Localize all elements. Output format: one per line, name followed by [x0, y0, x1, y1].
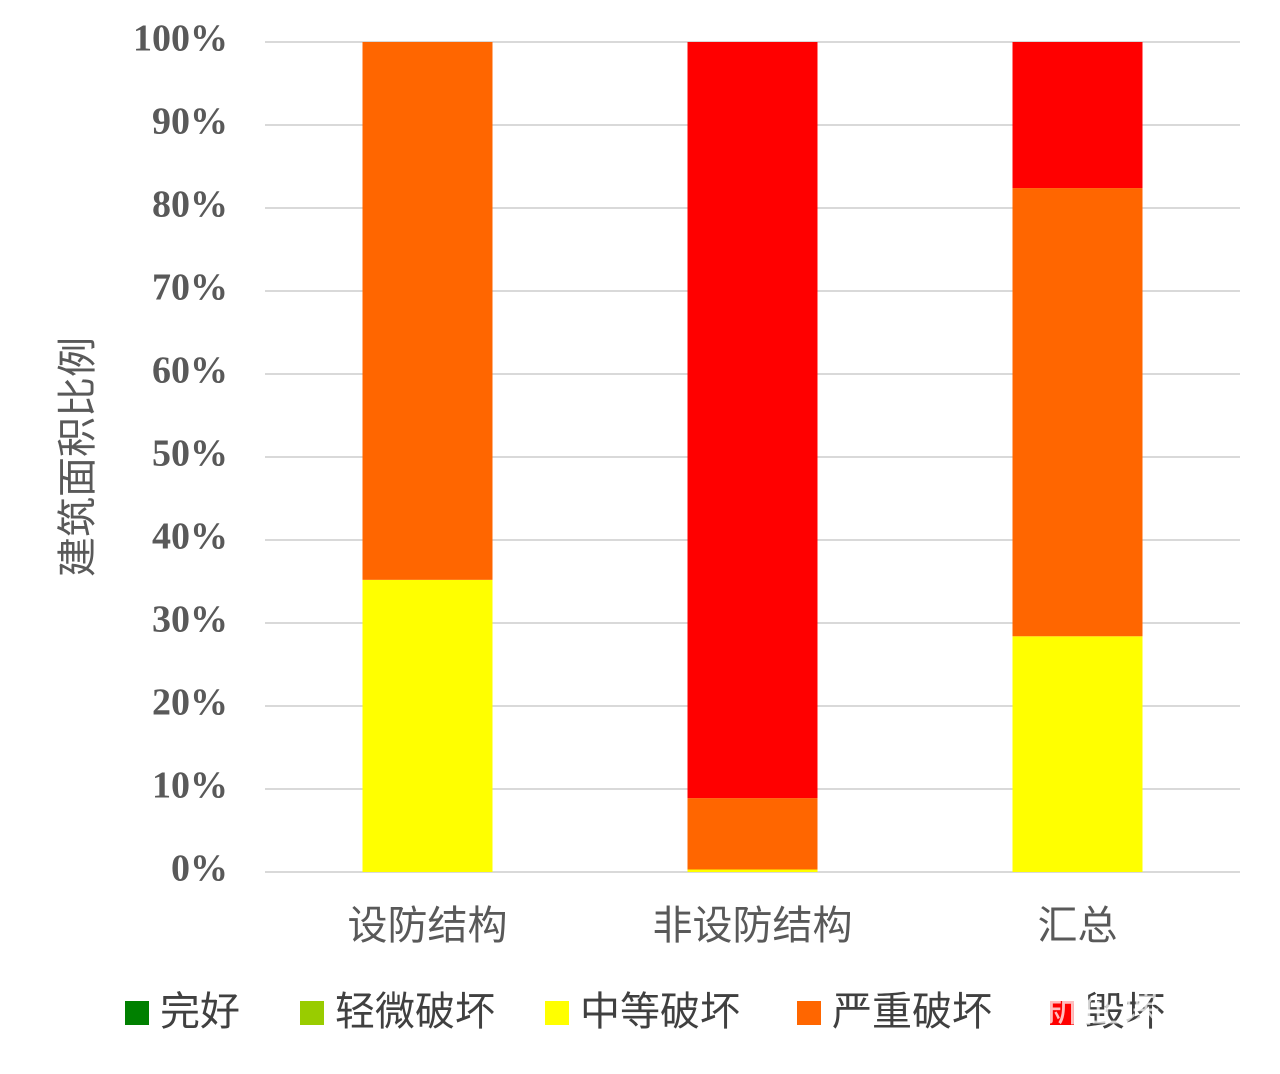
bar-segment	[362, 579, 493, 872]
y-tick-label: 0%	[171, 848, 228, 890]
y-tick-label: 60%	[152, 350, 228, 392]
legend-label: 严重破坏	[832, 989, 992, 1035]
legend-label: 轻微破坏	[335, 989, 495, 1035]
x-tick-label: 设防结构	[348, 903, 508, 949]
legend-label: 完好	[160, 989, 240, 1035]
bar-segment	[1012, 188, 1143, 637]
y-tick-label: 20%	[152, 682, 228, 724]
legend-label: 毁坏	[1085, 989, 1165, 1035]
y-axis-label: 建筑面积比例	[55, 337, 101, 577]
legend-swatch	[797, 1001, 821, 1025]
y-tick-label: 50%	[152, 433, 228, 475]
legend-swatch	[1050, 1001, 1074, 1025]
y-tick-label: 30%	[152, 599, 228, 641]
bar-segment	[687, 798, 818, 870]
y-tick-label: 90%	[152, 101, 228, 143]
bar-segment	[687, 869, 818, 872]
y-tick-label: 100%	[133, 18, 228, 60]
x-tick-label: 非设防结构	[653, 903, 853, 949]
legend-label: 中等破坏	[580, 989, 740, 1035]
bar-segment	[362, 42, 493, 580]
watermark: 陆新征课题组	[1000, 985, 1240, 1031]
y-tick-label: 80%	[152, 184, 228, 226]
y-tick-label: 10%	[152, 765, 228, 807]
legend-swatch	[545, 1001, 569, 1025]
y-tick-label: 70%	[152, 267, 228, 309]
bar-segment	[1012, 42, 1143, 189]
bar-segment	[1012, 636, 1143, 872]
y-tick-label: 40%	[152, 516, 228, 558]
bar-segment	[687, 42, 818, 799]
x-tick-label: 汇总	[1038, 903, 1118, 949]
legend-swatch	[300, 1001, 324, 1025]
legend-swatch	[125, 1001, 149, 1025]
